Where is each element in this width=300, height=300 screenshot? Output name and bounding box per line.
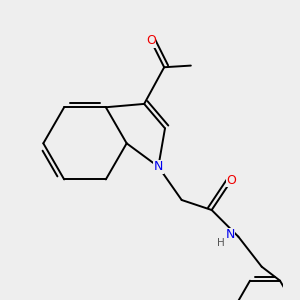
Text: O: O	[146, 34, 156, 47]
Text: O: O	[227, 173, 237, 187]
Text: H: H	[217, 238, 225, 248]
Text: N: N	[225, 229, 235, 242]
Text: N: N	[154, 160, 163, 173]
